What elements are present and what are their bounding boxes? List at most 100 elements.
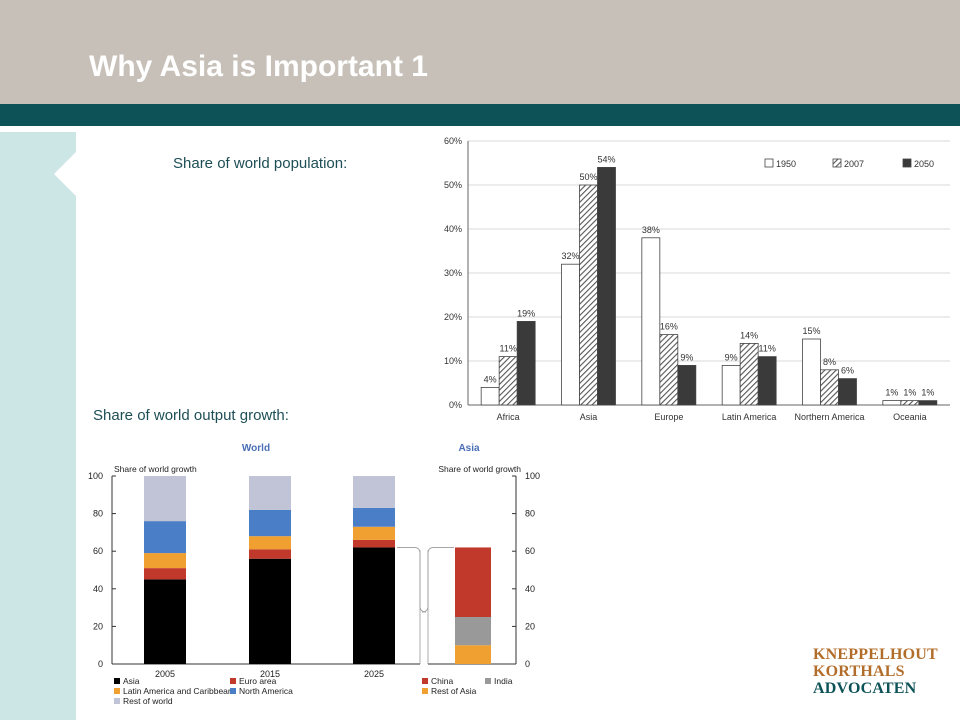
growth-bar-segment [249,509,291,537]
population-chart: 0% 10% 20% 30% 40% 50% 60% 4% 11% 19% Africa 32% 50%… [444,136,950,422]
pop-bar [641,237,661,406]
pop-bar [739,342,759,406]
pop-data-label: 11% [758,344,775,354]
right-axis-label: Share of world growth [438,464,521,474]
pop-y-tick-label: 30% [444,268,462,278]
pop-data-label: 8% [823,357,836,367]
growth-legend-label: North America [239,686,293,696]
growth-legend-swatch [230,678,236,684]
pop-bar [820,369,839,406]
growth-legend-label: China [431,676,453,686]
logo-line-1: KNEPPELHOUT [813,646,938,663]
growth-bar-segment [144,568,186,580]
pop-bar [882,400,902,406]
growth-legend-label: Euro area [239,676,277,686]
pop-bar [516,320,536,406]
growth-bar-segment [144,553,186,569]
pop-data-label: 1% [903,388,916,398]
left-tick-label: 100 [88,471,103,481]
pop-data-label: 1% [885,388,898,398]
population-caption: Share of world population: [173,155,348,172]
pop-legend-label: 2050 [914,159,934,169]
growth-bar-segment [249,558,291,664]
growth-legend-swatch [114,698,120,704]
pop-bar [498,356,518,406]
pop-data-label: 9% [725,352,738,362]
growth-bar-segment [249,549,291,559]
growth-bar-segment [144,579,186,664]
side-panel [0,132,76,720]
pop-data-label: 15% [802,326,820,336]
growth-category-label: 2025 [364,669,384,679]
pop-data-label: 1% [921,388,934,398]
pop-legend-swatch [764,158,774,168]
pop-bar [721,364,741,406]
asia-breakdown-segment [455,645,491,664]
pop-bar [480,386,500,406]
slide-title: Why Asia is Important 1 [89,50,428,83]
pop-bar [757,356,777,406]
growth-legend-label: Rest of world [123,696,173,706]
pop-legend-label: 1950 [776,159,796,169]
pop-category-label: Europe [654,412,683,422]
growth-category-label: 2005 [155,669,175,679]
pop-bar [677,364,697,406]
pop-legend-swatch [902,158,912,168]
growth-legend-swatch [230,688,236,694]
pop-data-label: 54% [597,154,615,164]
pop-data-label: 16% [660,322,678,332]
growth-legend-swatch [114,688,120,694]
growth-legend-swatch [114,678,120,684]
pop-y-tick-label: 50% [444,180,462,190]
left-tick-label: 40 [93,584,103,594]
pop-y-tick-label: 0% [449,400,462,410]
right-tick-label: 20 [525,621,535,631]
left-tick-label: 0 [98,659,103,669]
growth-bar-segment [249,536,291,550]
pop-data-label: 4% [484,374,497,384]
pop-data-label: 11% [499,344,516,354]
asia-breakdown-segment [455,617,491,646]
pop-category-label: Oceania [893,412,927,422]
header-rule [0,104,960,126]
growth-bar-segment [353,507,395,527]
pop-legend-swatch [832,158,842,168]
left-tick-label: 60 [93,546,103,556]
growth-legend-label: Rest of Asia [431,686,477,696]
growth-bar-segment [144,476,186,522]
right-tick-label: 40 [525,584,535,594]
growth-legend-swatch [485,678,491,684]
asia-breakdown-segment [455,547,491,617]
growth-bar-segment [144,521,186,554]
growth-bar-segment [353,547,395,664]
pop-category-label: Latin America [722,412,777,422]
pop-data-label: 19% [517,308,535,318]
pop-y-tick-label: 10% [444,356,462,366]
right-tick-label: 80 [525,509,535,519]
pop-y-tick-label: 40% [444,224,462,234]
growth-bar-segment [353,539,395,548]
pop-category-label: Asia [580,412,598,422]
pop-legend-label: 2007 [844,159,864,169]
growth-category-label: 2015 [260,669,280,679]
growth-bar-segment [249,476,291,510]
logo-line-2: KORTHALS [813,663,905,680]
right-tick-label: 60 [525,546,535,556]
pop-data-label: 50% [579,172,597,182]
pop-bar [659,334,679,406]
pop-category-label: Africa [497,412,520,422]
pop-bar [838,378,857,406]
pop-data-label: 38% [642,225,660,235]
world-panel-title: World [242,443,270,454]
pop-data-label: 14% [740,330,758,340]
logo-line-3: ADVOCATEN [813,680,917,697]
growth-legend-swatch [422,688,428,694]
growth-caption: Share of world output growth: [93,407,289,424]
asia-panel-title: Asia [458,443,480,454]
growth-chart: World Asia Share of world growth Share of w… [88,443,540,706]
growth-legend-label: Latin America and Caribbean [123,686,233,696]
pop-bar [918,400,938,406]
firm-logo: KNEPPELHOUT KORTHALS ADVOCATEN [813,646,938,697]
side-notch [54,152,76,196]
pop-y-tick-label: 20% [444,312,462,322]
